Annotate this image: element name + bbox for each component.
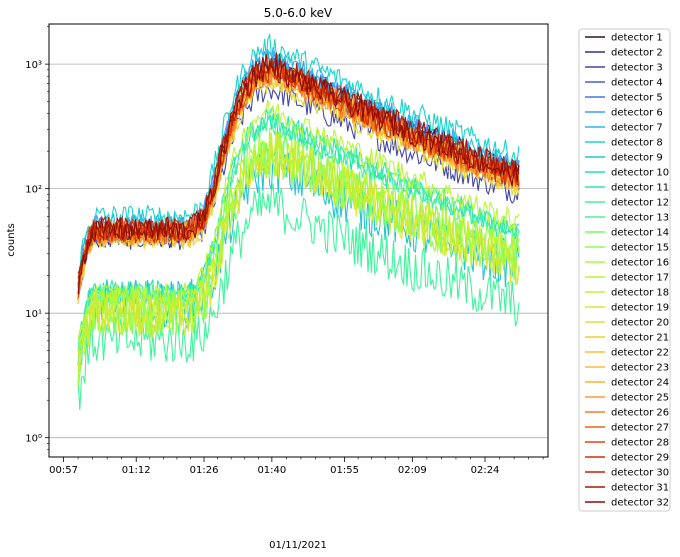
- legend-entry-label: detector 8: [611, 138, 663, 149]
- legend-entry-label: detector 1: [611, 33, 663, 44]
- x-tick-label: 02:09: [398, 465, 427, 476]
- legend-entry-label: detector 9: [611, 153, 663, 164]
- x-tick-label: 00:57: [49, 465, 78, 476]
- x-tick-label: 02:24: [471, 465, 500, 476]
- legend-entry-label: detector 5: [611, 93, 663, 104]
- legend-entry-label: detector 27: [611, 423, 669, 434]
- legend-entry-label: detector 21: [611, 333, 669, 344]
- legend-entry-label: detector 23: [611, 363, 669, 374]
- legend-entry-label: detector 2: [611, 48, 663, 59]
- plot-frame: [48, 23, 549, 458]
- series-line-3: [77, 83, 520, 293]
- series-line-17: [77, 99, 520, 341]
- x-axis-label: 01/11/2021: [269, 540, 327, 551]
- series-line-21: [77, 68, 520, 293]
- legend-entry-label: detector 30: [611, 468, 669, 479]
- chart-title: 5.0-6.0 keV: [264, 6, 333, 20]
- series-line-4: [77, 56, 520, 301]
- legend-entry-label: detector 13: [611, 213, 669, 224]
- y-tick-label: 10³: [25, 60, 42, 71]
- series-line-2: [77, 55, 520, 300]
- legend: detector 1 detector 2 detector 3 detector 4…: [578, 28, 671, 512]
- series-line-11: [77, 107, 520, 345]
- x-tick-label: 01:12: [122, 465, 151, 476]
- legend-entry-label: detector 28: [611, 438, 669, 449]
- series-line-12: [77, 183, 520, 410]
- legend-entry-label: detector 12: [611, 198, 669, 209]
- legend-entry-label: detector 22: [611, 348, 669, 359]
- series-line-32: [77, 59, 520, 295]
- legend-entry-label: detector 10: [611, 168, 669, 179]
- series-line-8: [77, 32, 520, 284]
- legend-entry-label: detector 15: [611, 243, 669, 254]
- legend-entry-label: detector 24: [611, 378, 669, 389]
- legend-entry-label: detector 16: [611, 258, 669, 269]
- legend-entry-label: detector 19: [611, 303, 669, 314]
- x-tick-label: 01:55: [330, 465, 359, 476]
- y-axis-ticks: 10⁰ 10¹ 10² 10³: [25, 26, 49, 451]
- legend-entry-label: detector 26: [611, 408, 669, 419]
- legend-entry-label: detector 20: [611, 318, 669, 329]
- series-line-23: [77, 63, 520, 295]
- legend-entry-label: detector 29: [611, 453, 669, 464]
- series-line-19: [77, 134, 520, 371]
- series-line-31: [77, 52, 520, 274]
- legend-entry-label: detector 17: [611, 273, 669, 284]
- x-tick-label: 01:40: [257, 465, 286, 476]
- legend-entry-label: detector 3: [611, 63, 663, 74]
- legend-entry-label: detector 11: [611, 183, 669, 194]
- legend-entry-label: detector 4: [611, 78, 663, 89]
- series-line-28: [77, 57, 520, 299]
- legend-frame: [578, 28, 671, 512]
- y-tick-label: 10¹: [25, 309, 42, 320]
- legend-entry-label: detector 6: [611, 108, 663, 119]
- y-tick-label: 10²: [25, 185, 42, 196]
- legend-entry-label: detector 25: [611, 393, 669, 404]
- x-axis-ticks: 00:57 01:12 01:26 01:40 01:55 02:09 02:24: [49, 457, 544, 476]
- legend-entry-label: detector 18: [611, 288, 669, 299]
- legend-entry-label: detector 32: [611, 498, 669, 509]
- series-lines: [77, 32, 520, 410]
- x-tick-label: 01:26: [190, 465, 219, 476]
- y-tick-label: 10⁰: [25, 434, 42, 445]
- legend-entry-label: detector 31: [611, 483, 669, 494]
- y-axis-label: counts: [6, 223, 17, 256]
- legend-entry-label: detector 7: [611, 123, 663, 134]
- legend-entry-label: detector 14: [611, 228, 669, 239]
